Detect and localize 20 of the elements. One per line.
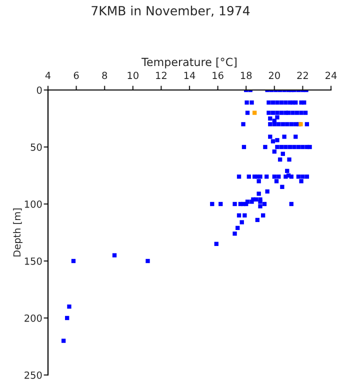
y-axis-title: Depth [m]	[13, 208, 22, 256]
x-tick-label: 10	[128, 72, 138, 80]
x-tick-label: 12	[156, 72, 166, 79]
y-tick-label: 250	[24, 371, 42, 379]
y-tick-label: 50	[30, 143, 42, 151]
x-tick-label: 18	[240, 72, 252, 80]
x-tick-label: 20	[268, 72, 280, 80]
y-tick-label: 150	[24, 257, 42, 265]
x-tick-label: 14	[184, 72, 196, 79]
chart-title: 7KMB in November, 1974	[92, 6, 250, 17]
x-axis-title: Temperature [°C]	[142, 58, 236, 68]
x-tick-label: 6	[74, 72, 79, 80]
y-tick-label: 100	[24, 200, 42, 208]
y-tick-label: 200	[24, 314, 42, 322]
x-tick-label: 24	[326, 72, 337, 79]
x-tick-label: 22	[297, 72, 308, 79]
x-tick-label: 4	[45, 72, 51, 79]
y-tick-label: 0	[36, 86, 42, 94]
x-tick-label: 16	[212, 72, 224, 80]
x-tick-label: 8	[102, 72, 108, 80]
